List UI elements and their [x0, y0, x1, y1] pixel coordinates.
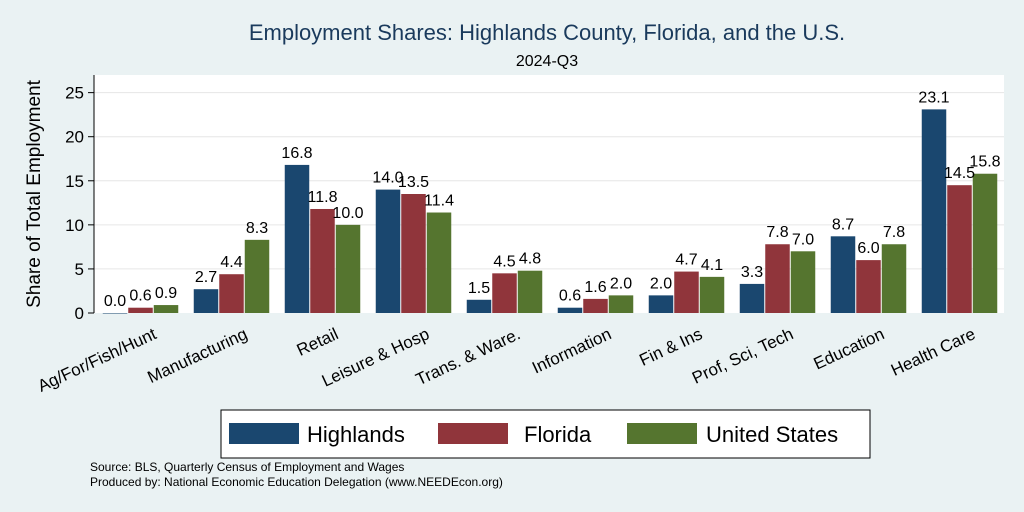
- data-labels: 0.0 0.6 0.92.74.48.316.811.810.014.013.511…: [104, 89, 1001, 310]
- data-label: 10.0: [332, 205, 363, 222]
- bar-highlands: [193, 289, 219, 313]
- data-label: 8.3: [246, 220, 268, 237]
- bar-florida: [219, 274, 244, 313]
- data-label: 4.4: [220, 254, 242, 271]
- bar-highlands: [466, 299, 492, 313]
- data-label: 11.8: [308, 189, 338, 206]
- data-label: 1.5: [468, 280, 490, 297]
- bar-highlands: [648, 295, 674, 313]
- bar-united-states: [881, 244, 907, 313]
- data-label: 15.8: [969, 154, 1000, 171]
- produced-by-note: Produced by: National Economic Education…: [90, 475, 503, 489]
- bar-united-states: [153, 305, 179, 313]
- data-label: 8.7: [832, 216, 854, 233]
- y-tick-label: 5: [75, 260, 84, 279]
- legend: Highlands Florida United States: [220, 409, 871, 459]
- y-tick-label: 20: [65, 128, 84, 147]
- bar-florida: [310, 208, 335, 313]
- bar-highlands: [921, 109, 947, 313]
- data-label: 11.4: [424, 193, 454, 210]
- data-label: 14.5: [944, 165, 975, 182]
- y-tick-label: 0: [75, 304, 84, 323]
- data-label: 2.7: [195, 269, 217, 286]
- y-tick-label: 10: [65, 216, 84, 235]
- bar-highlands: [102, 313, 128, 314]
- legend-box: [220, 409, 871, 459]
- bar-florida: [856, 260, 881, 313]
- legend-swatch-highlands: [229, 423, 299, 444]
- legend-swatch-united-states: [627, 423, 697, 444]
- data-label: 13.5: [398, 174, 429, 191]
- bar-florida: [947, 185, 972, 313]
- data-label: 4.7: [675, 252, 697, 269]
- bar-united-states: [608, 295, 634, 313]
- data-label: 6.0: [857, 240, 879, 257]
- bar-highlands: [284, 164, 310, 313]
- bars: [102, 109, 998, 314]
- data-label: 16.8: [281, 145, 312, 162]
- legend-label: United States: [706, 422, 838, 447]
- bar-united-states: [972, 173, 998, 313]
- bar-united-states: [699, 276, 725, 313]
- data-label: 0.6: [129, 288, 151, 305]
- data-label: 7.8: [766, 224, 788, 241]
- y-tick-label: 15: [65, 172, 84, 191]
- chart-title: Employment Shares: Highlands County, Flo…: [249, 20, 845, 45]
- data-label: 2.0: [650, 275, 672, 292]
- data-label: 7.0: [792, 231, 814, 248]
- bar-united-states: [790, 251, 816, 313]
- bar-highlands: [375, 189, 401, 313]
- bar-highlands: [557, 307, 583, 313]
- source-note: Source: BLS, Quarterly Census of Employm…: [90, 460, 405, 474]
- data-label: 1.6: [584, 279, 606, 296]
- y-tick-label: 25: [65, 84, 84, 103]
- bar-highlands: [739, 283, 765, 313]
- bar-florida: [583, 298, 608, 313]
- bar-florida: [128, 307, 153, 313]
- bar-florida: [674, 271, 699, 313]
- legend-label: Florida: [524, 422, 592, 447]
- data-label: 4.1: [701, 257, 723, 274]
- chart-subtitle: 2024-Q3: [516, 53, 578, 70]
- bar-florida: [401, 194, 426, 313]
- y-axis-ticks: 0 5 10 15 20 25: [65, 84, 94, 323]
- bar-united-states: [517, 270, 543, 313]
- data-label: 0.0: [104, 293, 126, 310]
- data-label: 2.0: [610, 275, 632, 292]
- data-label: 23.1: [918, 89, 949, 106]
- data-label: 14.0: [372, 170, 403, 187]
- legend-label: Highlands: [307, 422, 405, 447]
- data-label: 4.8: [519, 251, 541, 268]
- bar-highlands: [830, 236, 856, 313]
- y-axis-label: Share of Total Employment: [24, 79, 45, 307]
- data-label: 0.6: [559, 288, 581, 305]
- bar-united-states: [426, 212, 452, 313]
- legend-swatch-florida: [438, 423, 508, 444]
- data-label: 7.8: [883, 224, 905, 241]
- data-label: 3.3: [741, 264, 763, 281]
- bar-florida: [765, 244, 790, 313]
- data-label: 0.9: [155, 285, 177, 302]
- bar-united-states: [335, 224, 361, 313]
- bar-united-states: [244, 239, 270, 313]
- data-label: 4.5: [493, 253, 515, 270]
- bar-florida: [492, 273, 517, 313]
